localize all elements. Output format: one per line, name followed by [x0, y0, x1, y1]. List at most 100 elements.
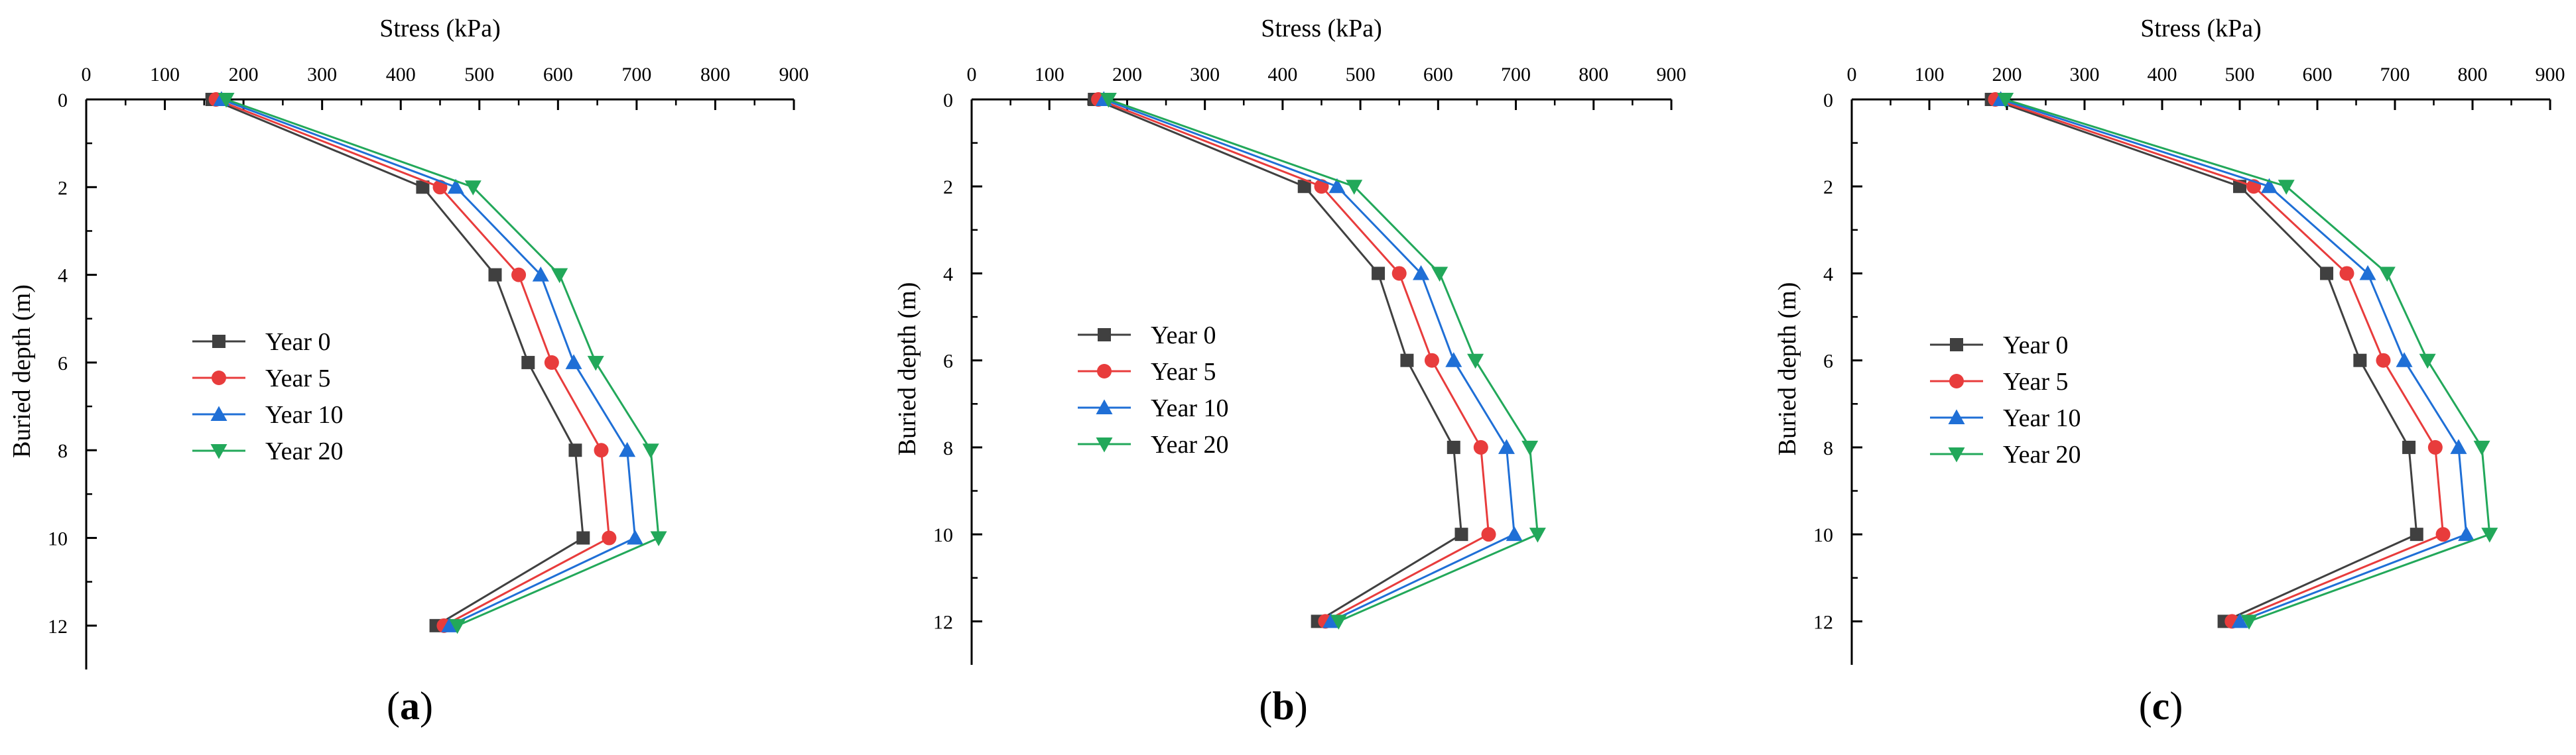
legend-marker: [210, 406, 227, 421]
y-tick-label: 2: [58, 177, 68, 199]
data-point-year-0: [488, 268, 502, 282]
data-point-year-20: [1330, 614, 1347, 630]
legend-label: Year 10: [265, 401, 344, 429]
data-point-year-0: [1372, 266, 1385, 280]
panel-label: (a): [387, 684, 433, 728]
legend: Year 0 Year 5 Year 10 Year 20: [1930, 331, 2081, 469]
legend: Year 0 Year 5 Year 10 Year 20: [1078, 321, 1229, 459]
data-point-year-20: [1997, 93, 2014, 108]
y-tick-label: 8: [58, 440, 68, 462]
series-line-year-20: [2005, 98, 2491, 622]
x-tick-label: 200: [229, 64, 259, 86]
data-point-year-20: [587, 355, 604, 371]
y-tick-label: 8: [943, 437, 953, 459]
y-tick-label: 12: [48, 616, 68, 638]
y-tick-label: 2: [943, 176, 953, 198]
x-tick-label: 400: [386, 64, 416, 86]
y-tick-label: 0: [58, 89, 68, 111]
data-point-year-5: [2376, 353, 2391, 368]
data-point-year-20: [2378, 266, 2396, 282]
x-tick-label: 500: [1346, 64, 1376, 86]
data-point-year-10: [2458, 526, 2475, 542]
data-point-year-20: [2240, 614, 2258, 630]
chart-panel-c: 0 100 200 300 400 500 600 700 800 900 0 2 4 6 8 10 12 Str…: [1773, 15, 2565, 728]
data-point-year-10: [1445, 352, 1462, 367]
legend-label: Year 5: [1151, 358, 1216, 386]
legend-marker: [1098, 328, 1111, 341]
data-point-year-20: [1467, 353, 1484, 369]
data-point-year-10: [1328, 178, 1346, 194]
data-point-year-0: [2402, 440, 2416, 454]
data-point-year-5: [1473, 439, 1488, 455]
data-point-year-10: [441, 617, 458, 632]
x-tick-label: 0: [82, 64, 92, 86]
x-axis-title: Stress (kPa): [1261, 15, 1382, 42]
chart-panel-b: 0 100 200 300 400 500 600 700 800 900 0 2 4 6 8 10 12 Str…: [893, 15, 1687, 728]
x-tick-label: 100: [1035, 64, 1064, 86]
legend-label: Year 5: [265, 365, 331, 392]
y-tick-label: 6: [58, 353, 68, 375]
panel-label: (b): [1259, 684, 1307, 728]
data-point-year-0: [2320, 266, 2334, 280]
data-point-year-5: [2339, 266, 2354, 281]
data-point-year-5: [1391, 266, 1407, 281]
legend-label: Year 20: [1151, 431, 1229, 459]
y-tick-label: 10: [933, 524, 953, 546]
x-tick-label: 900: [779, 64, 809, 86]
legend-label: Year 10: [2003, 404, 2081, 432]
data-point-year-10: [2450, 439, 2467, 454]
data-point-year-10: [532, 266, 549, 282]
y-tick-label: 10: [1813, 524, 1833, 546]
data-point-year-5: [602, 530, 617, 546]
data-point-year-10: [2359, 264, 2376, 280]
data-point-year-20: [1431, 266, 1449, 282]
y-tick-label: 0: [1823, 89, 1833, 111]
x-tick-label: 700: [2380, 64, 2410, 86]
x-tick-label: 300: [2070, 64, 2100, 86]
data-point-year-10: [1506, 526, 1523, 542]
legend-marker: [212, 335, 225, 348]
data-point-year-0: [1297, 180, 1311, 194]
x-tick-label: 400: [2148, 64, 2177, 86]
legend-label: Year 10: [1151, 394, 1229, 422]
y-axis-title: Buried depth (m): [1773, 282, 1801, 456]
x-tick-label: 300: [1190, 64, 1220, 86]
x-tick-label: 0: [967, 64, 977, 86]
data-point-year-0: [568, 443, 582, 457]
y-tick-label: 2: [1823, 176, 1833, 198]
x-tick-label: 600: [1423, 64, 1453, 86]
data-point-year-5: [2427, 439, 2443, 455]
data-point-year-10: [2260, 178, 2278, 194]
data-point-year-0: [576, 531, 590, 545]
y-tick-label: 4: [1823, 263, 1833, 285]
data-point-year-10: [447, 178, 464, 194]
x-tick-label: 800: [2458, 64, 2488, 86]
data-point-year-20: [1100, 93, 1117, 108]
x-tick-label: 100: [150, 64, 180, 86]
y-tick-label: 6: [943, 351, 953, 373]
legend-marker: [1948, 409, 1965, 424]
legend-marker: [1097, 364, 1112, 378]
x-tick-label: 500: [464, 64, 494, 86]
data-point-year-10: [2231, 612, 2248, 628]
data-point-year-5: [544, 355, 559, 370]
data-point-year-20: [449, 618, 466, 634]
x-tick-label: 800: [1578, 64, 1608, 86]
data-point-year-20: [2278, 180, 2295, 195]
x-tick-label: 100: [1915, 64, 1945, 86]
legend-label: Year 0: [1151, 321, 1216, 349]
series-line-year-5: [1994, 98, 2445, 622]
data-point-year-10: [619, 441, 636, 457]
legend: Year 0 Year 5 Year 10 Year 20: [192, 328, 344, 465]
x-axis-title: Stress (kPa): [379, 15, 501, 42]
y-tick-label: 4: [58, 265, 68, 287]
data-point-year-0: [2410, 528, 2423, 542]
legend-label: Year 0: [2003, 331, 2069, 359]
x-tick-label: 0: [1847, 64, 1857, 86]
x-tick-label: 700: [621, 64, 651, 86]
panel-label: (c): [2139, 684, 2183, 728]
data-point-year-0: [1400, 353, 1414, 367]
series-line-year-0: [1991, 98, 2418, 622]
data-point-year-0: [2353, 353, 2367, 367]
